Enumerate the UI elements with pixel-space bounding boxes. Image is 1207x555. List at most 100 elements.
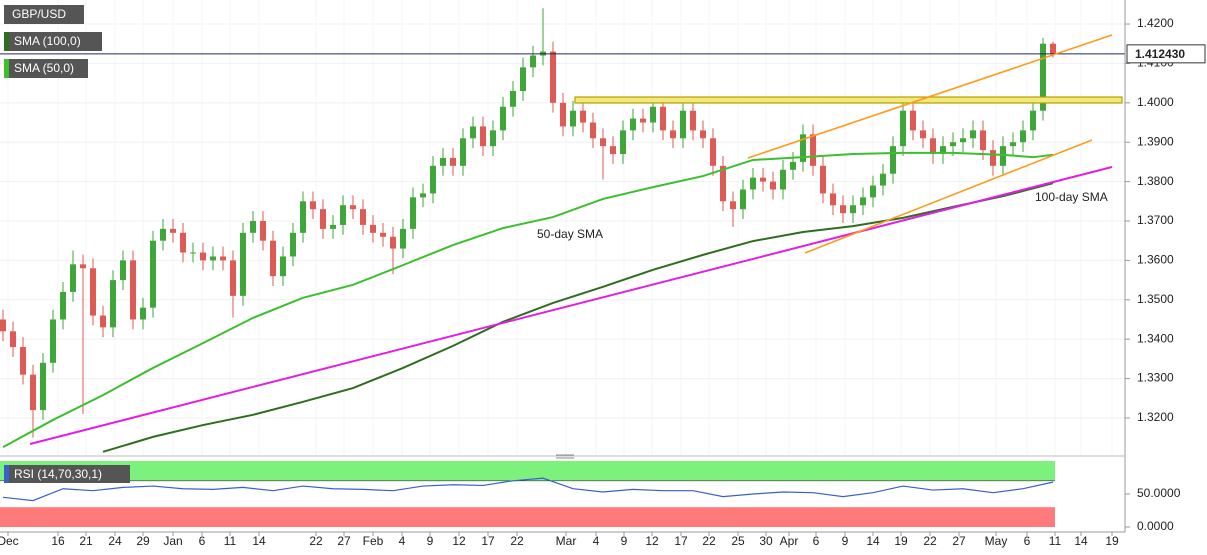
channel-lower <box>804 139 1093 254</box>
candle-body <box>770 181 776 190</box>
overbought-band <box>0 461 1055 481</box>
candle-body <box>430 165 436 194</box>
candle-body <box>260 221 266 241</box>
legend-swatch <box>4 465 9 483</box>
candle-body <box>680 110 686 139</box>
candle-body <box>860 197 866 206</box>
x-tick-label: 22 <box>923 534 937 548</box>
x-tick-label: 17 <box>481 534 495 548</box>
candle-body <box>930 138 936 155</box>
resistance-zone <box>574 96 1123 104</box>
candle-body <box>490 130 496 147</box>
x-tick-label: 12 <box>645 534 659 548</box>
candle-body <box>730 201 736 210</box>
rsi-bands <box>0 461 1055 527</box>
candle-body <box>690 110 696 131</box>
y-tick-label: 1.4000 <box>1137 95 1174 109</box>
candle-body <box>440 157 446 166</box>
legend-tag <box>4 59 88 78</box>
x-tick-label: 6 <box>813 534 820 548</box>
candle-body <box>950 142 956 147</box>
candle-body <box>300 201 306 233</box>
candle-body <box>600 138 606 147</box>
x-tick-label: 19 <box>1105 534 1119 548</box>
y-tick-label: 1.3600 <box>1137 253 1174 267</box>
x-tick-label: 21 <box>79 534 93 548</box>
candle-body <box>480 126 486 147</box>
candle-body <box>850 205 856 214</box>
y-tick-label: 1.3800 <box>1137 174 1174 188</box>
x-tick-label: 29 <box>136 534 150 548</box>
candle-body <box>660 106 666 131</box>
candle-body <box>40 362 46 411</box>
candle-body <box>990 150 996 166</box>
candle-body <box>630 118 636 131</box>
x-tick-label: 9 <box>842 534 849 548</box>
y-tick-label: 1.3500 <box>1137 292 1174 306</box>
x-tick-label: 24 <box>108 534 122 548</box>
y-tick-label: 0.0000 <box>1137 519 1174 533</box>
candle-body <box>960 138 966 143</box>
candle-body <box>1020 130 1026 143</box>
candle-body <box>330 224 336 229</box>
candle-body <box>800 134 806 162</box>
x-tick-label: 19 <box>894 534 908 548</box>
candle-body <box>870 185 876 198</box>
candle-body <box>650 106 656 123</box>
drawings <box>29 34 1123 445</box>
candle-body <box>10 331 16 348</box>
candle-body <box>620 130 626 155</box>
candle-body <box>840 205 846 214</box>
x-tick-label: 16 <box>51 534 65 548</box>
candle-body <box>350 205 356 210</box>
candle-body <box>890 146 896 174</box>
candle-body <box>140 307 146 320</box>
x-tick-label: 4 <box>399 534 406 548</box>
x-tick-label: 22 <box>702 534 716 548</box>
candle-body <box>50 319 56 363</box>
candle-body <box>970 130 976 139</box>
candle-body <box>880 173 886 186</box>
y-tick-label: 1.3300 <box>1137 371 1174 385</box>
candle-body <box>130 260 136 320</box>
candle-body <box>810 134 816 166</box>
candle-body <box>590 122 596 139</box>
x-tick-label: 9 <box>427 534 434 548</box>
candle-body <box>1050 43 1056 54</box>
candle-body <box>710 138 716 166</box>
x-tick-label: Jan <box>163 534 182 548</box>
x-tick-label: 11 <box>224 534 237 548</box>
candle-body <box>530 55 536 68</box>
candle-body <box>240 232 246 296</box>
plot <box>0 8 1125 502</box>
candle-body <box>470 126 476 139</box>
candle-body <box>670 130 676 139</box>
candle-body <box>560 102 566 127</box>
candle-body <box>0 319 6 332</box>
candle-body <box>700 130 706 139</box>
x-tick-label: 27 <box>337 534 351 548</box>
candle-body <box>230 260 236 296</box>
candle-body <box>90 268 96 316</box>
candle-body <box>270 240 276 277</box>
x-tick-label: 12 <box>452 534 466 548</box>
legend-tag <box>4 32 102 51</box>
candle-body <box>520 67 526 91</box>
candle-body <box>390 236 396 249</box>
candle-body <box>420 193 426 198</box>
candle-body <box>780 169 786 190</box>
candle-body <box>30 374 36 411</box>
candle-body <box>290 232 296 257</box>
x-tick-label: 22 <box>510 534 524 548</box>
legend: GBP/USD SMA (100,0) SMA (50,0) RSI (14,7… <box>4 5 130 483</box>
legend-entry: SMA (50,0) <box>14 61 74 75</box>
candle-body <box>170 228 176 233</box>
annotation: 100-day SMA <box>1035 190 1108 204</box>
candle-body <box>980 130 986 151</box>
candle-body <box>910 110 916 131</box>
candle-body <box>1040 43 1046 111</box>
candle-body <box>370 224 376 233</box>
legend-tag <box>4 465 130 483</box>
sma-line <box>102 182 1054 453</box>
